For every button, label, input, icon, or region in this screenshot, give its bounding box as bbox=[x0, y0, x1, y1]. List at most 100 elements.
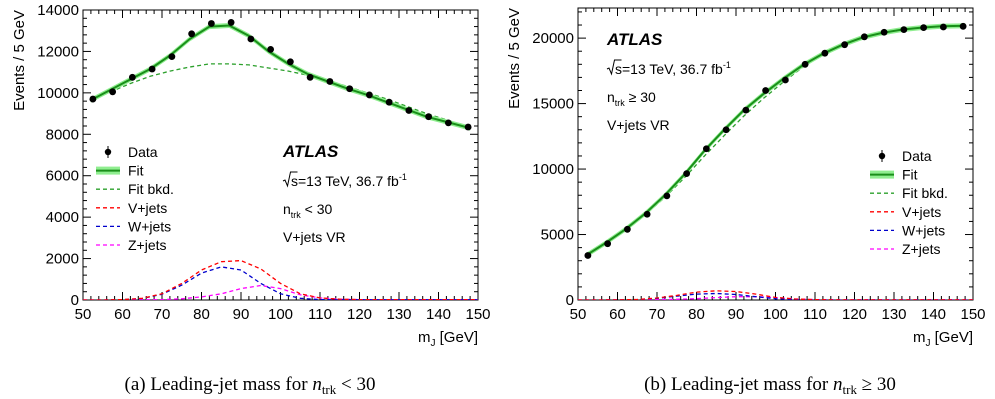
data-point bbox=[267, 45, 275, 53]
data-point bbox=[207, 20, 215, 27]
data-point bbox=[385, 98, 393, 106]
data-point bbox=[346, 85, 354, 93]
data-point bbox=[781, 76, 789, 84]
x-axis-label: mJ [GeV] bbox=[418, 329, 478, 349]
series-line-vjets bbox=[578, 290, 973, 300]
data-point bbox=[584, 252, 592, 259]
caption-prefix: (b) Leading-jet mass for bbox=[644, 374, 833, 395]
x-axis-label-rest: [GeV] bbox=[930, 329, 973, 346]
caption-sub: trk bbox=[322, 382, 337, 397]
x-tick-label: 70 bbox=[649, 306, 666, 323]
caption-a: (a) Leading-jet mass for ntrk < 30 bbox=[125, 374, 376, 397]
data-point bbox=[188, 30, 196, 38]
data-point bbox=[444, 119, 452, 127]
y-tick-label: 20000 bbox=[532, 30, 574, 47]
legend-label: Data bbox=[902, 148, 932, 164]
legend-entry-vjets: V+jets bbox=[96, 200, 167, 216]
data-point bbox=[227, 19, 235, 26]
legend-marker-data bbox=[878, 152, 886, 160]
data-point bbox=[920, 24, 928, 32]
caption-var: n bbox=[833, 374, 843, 395]
legend: Data Fit Fit bkd. V+jets W+jets Z+jets bbox=[96, 144, 174, 253]
y-tick-label: 6000 bbox=[46, 168, 79, 185]
x-tick-label: 80 bbox=[688, 306, 705, 323]
data-point bbox=[109, 88, 117, 96]
data-point bbox=[762, 87, 770, 94]
data-point bbox=[247, 35, 255, 43]
data-point bbox=[742, 106, 750, 114]
sqrt-symbol bbox=[282, 171, 298, 188]
data-point bbox=[306, 73, 314, 81]
legend-label: Fit bkd. bbox=[902, 185, 948, 201]
ntrk-label: ntrk < 30 bbox=[283, 201, 333, 220]
data-point bbox=[89, 95, 97, 103]
region-label: V+jets VR bbox=[283, 229, 346, 245]
energy-main: =13 TeV, 36.7 fb bbox=[622, 61, 723, 77]
legend-entry-zjets: Z+jets bbox=[96, 237, 167, 253]
series-line-fit bbox=[90, 24, 471, 130]
y-tick-label: 15000 bbox=[532, 96, 574, 113]
plot-area bbox=[578, 22, 973, 300]
data-point bbox=[128, 73, 136, 81]
legend-marker-data bbox=[104, 148, 112, 156]
region-label: V+jets VR bbox=[607, 117, 670, 133]
series-line-fit bbox=[585, 24, 966, 257]
legend-label: Z+jets bbox=[128, 237, 167, 253]
legend-label: W+jets bbox=[902, 222, 945, 238]
legend-entry-bkg: Fit bkd. bbox=[870, 185, 948, 201]
caption-b: (b) Leading-jet mass for ntrk ≥ 30 bbox=[644, 374, 896, 397]
sqrt-symbol bbox=[606, 59, 622, 76]
data-point bbox=[326, 78, 334, 85]
ntrk-var: n bbox=[607, 89, 615, 105]
chart-panel-a: 50 60 70 80 90 100 110 120 130 140 150 0 2000 4000 600… bbox=[11, 2, 491, 349]
series-line-vjets bbox=[83, 259, 478, 300]
y-tick-label: 0 bbox=[71, 292, 79, 309]
energy-label: s=13 TeV, 36.7 fb-1 bbox=[615, 60, 731, 77]
y-tick-label: 14000 bbox=[37, 2, 79, 19]
x-tick-label: 150 bbox=[465, 306, 490, 323]
legend-entry-data: Data bbox=[104, 144, 158, 160]
caption-sub: trk bbox=[843, 382, 858, 397]
x-tick-label: 80 bbox=[193, 306, 210, 323]
x-tick-label: 60 bbox=[114, 306, 131, 323]
caption-rel: ≥ 30 bbox=[857, 374, 896, 395]
legend-label: Fit bbox=[902, 167, 918, 183]
fit-uncertainty-band bbox=[90, 23, 471, 131]
legend-label: V+jets bbox=[128, 200, 167, 216]
legend: Data Fit Fit bkd. V+jets W+jets Z+jets bbox=[870, 148, 948, 257]
x-tick-label: 120 bbox=[347, 306, 372, 323]
legend-label: Z+jets bbox=[902, 241, 941, 257]
y-tick-label: 8000 bbox=[46, 126, 79, 143]
y-axis-label: Events / 5 GeV bbox=[506, 8, 523, 109]
data-point bbox=[623, 225, 631, 233]
data-point bbox=[860, 33, 868, 41]
data-point bbox=[683, 170, 691, 178]
energy-sup: -1 bbox=[399, 172, 407, 182]
caption-var: n bbox=[312, 374, 322, 395]
y-tick-label: 12000 bbox=[37, 43, 79, 60]
y-tick-label: 10000 bbox=[37, 85, 79, 102]
data-point bbox=[168, 53, 176, 61]
x-tick-label: 90 bbox=[728, 306, 745, 323]
x-axis-label-rest: [GeV] bbox=[435, 329, 478, 346]
ntrk-sub: trk bbox=[291, 210, 301, 220]
y-axis-label: Events / 5 GeV bbox=[11, 10, 28, 111]
legend-entry-bkg: Fit bkd. bbox=[96, 181, 174, 197]
data-point bbox=[702, 145, 710, 153]
data-point bbox=[841, 41, 849, 49]
ntrk-label: ntrk ≥ 30 bbox=[607, 89, 656, 108]
legend-entry-wjets: W+jets bbox=[96, 218, 171, 234]
y-tick-label: 2000 bbox=[46, 251, 79, 268]
x-axis-label-main: m bbox=[913, 329, 926, 346]
x-tick-label: 60 bbox=[609, 306, 626, 323]
x-tick-label: 100 bbox=[268, 306, 293, 323]
data-point bbox=[722, 126, 730, 134]
x-axis-label: mJ [GeV] bbox=[913, 329, 973, 349]
x-tick-label: 50 bbox=[570, 306, 587, 323]
x-tick-label: 50 bbox=[75, 306, 92, 323]
chart-panel-b: 50 60 70 80 90 100 110 120 130 140 150 0 5000 10000 15… bbox=[506, 7, 986, 349]
caption-prefix: (a) Leading-jet mass for bbox=[125, 374, 313, 395]
caption-rel: < 30 bbox=[336, 374, 375, 395]
legend-entry-fit: Fit bbox=[870, 167, 918, 183]
x-tick-label: 140 bbox=[426, 306, 451, 323]
